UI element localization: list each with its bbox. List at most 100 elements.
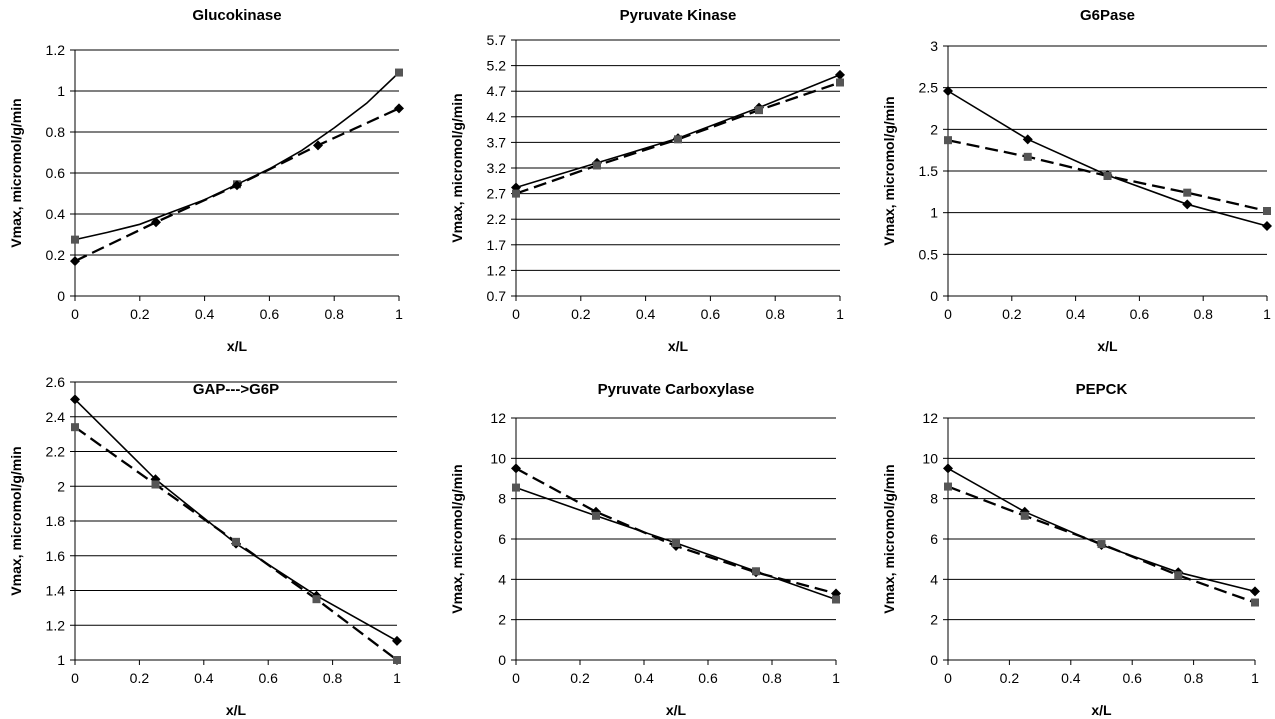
- data-point-square: [944, 482, 952, 491]
- x-axis-label: x/L: [1097, 338, 1118, 354]
- y-tick-label: 1: [57, 83, 65, 99]
- x-tick-label: 0.4: [634, 670, 654, 686]
- y-tick-label: 4.2: [487, 109, 507, 125]
- x-tick-label: 1: [836, 306, 844, 322]
- y-tick-label: 1: [930, 205, 938, 221]
- data-point-square: [752, 567, 760, 576]
- data-point-diamond: [394, 103, 404, 114]
- y-tick-label: 2: [930, 121, 938, 137]
- chart-title: Pyruvate Carboxylase: [598, 381, 755, 398]
- data-point-square: [1097, 540, 1106, 549]
- y-tick-label: 12: [922, 410, 938, 426]
- y-tick-label: 2.2: [46, 444, 66, 460]
- data-point-diamond: [151, 217, 161, 228]
- y-tick-label: 2.6: [46, 374, 66, 390]
- data-point-diamond: [313, 140, 323, 151]
- x-tick-label: 0.4: [194, 670, 214, 686]
- x-tick-label: 0.6: [260, 306, 280, 322]
- y-tick-label: 1.6: [46, 548, 66, 564]
- data-point-square: [512, 189, 520, 198]
- y-tick-label: 8: [930, 491, 938, 507]
- y-axis-label: Vmax, micromol/g/min: [8, 446, 24, 595]
- y-tick-label: 12: [490, 410, 506, 426]
- chart-panel: 0.7 1.2 1.7 2.2 2.7 3.2 3.7 4.2 4.7 5.2 5.7 0 0.2 0.4…: [449, 7, 845, 354]
- data-point-square: [593, 161, 601, 170]
- y-tick-label: 0.5: [919, 246, 939, 262]
- data-point-square: [393, 656, 401, 664]
- x-axis-label: x/L: [227, 338, 248, 354]
- x-tick-label: 0: [944, 670, 952, 686]
- y-tick-label: 0.4: [46, 206, 66, 222]
- series-line-dashed: [515, 81, 841, 195]
- y-tick-label: 0.2: [46, 247, 66, 263]
- data-point-diamond: [1182, 199, 1193, 210]
- y-tick-label: 10: [922, 450, 938, 466]
- data-point-square: [674, 135, 682, 144]
- chart-panel: 1 1.2 1.4 1.6 1.8 2 2.2 2.4 2.6 0 0.2 0.4 0.6 0.8 1 GAP…: [8, 374, 402, 718]
- data-point-diamond: [1019, 506, 1030, 517]
- data-point-square: [1183, 188, 1192, 197]
- series-line-solid: [74, 398, 398, 642]
- chart-title: PEPCK: [1076, 381, 1128, 398]
- data-point-square: [71, 423, 79, 432]
- x-tick-label: 0: [512, 306, 520, 322]
- y-axis-label: Vmax, micromol/g/min: [881, 96, 897, 245]
- series-line-solid: [947, 467, 1256, 593]
- x-tick-label: 0.6: [258, 670, 278, 686]
- y-tick-label: 5.2: [487, 58, 507, 74]
- y-tick-label: 2: [57, 478, 65, 494]
- series-line-solid: [947, 90, 1268, 227]
- data-point-diamond: [591, 506, 601, 517]
- x-tick-label: 0.2: [570, 670, 590, 686]
- x-tick-label: 0.2: [571, 306, 591, 322]
- data-point-square: [1251, 598, 1259, 607]
- data-point-square: [232, 537, 240, 546]
- x-tick-label: 0.8: [762, 670, 782, 686]
- data-point-square: [1103, 172, 1112, 180]
- y-tick-label: 2.5: [919, 80, 939, 96]
- y-tick-label: 1.2: [46, 617, 66, 633]
- x-tick-label: 1: [1263, 306, 1271, 322]
- y-tick-label: 2.4: [46, 409, 66, 425]
- y-tick-label: 4: [930, 571, 938, 587]
- data-point-diamond: [511, 463, 521, 474]
- y-tick-label: 2.2: [487, 211, 507, 227]
- x-tick-label: 0: [512, 670, 520, 686]
- y-tick-label: 1.8: [46, 513, 66, 529]
- y-tick-label: 10: [490, 450, 506, 466]
- data-point-square: [71, 235, 79, 244]
- x-tick-label: 0.8: [324, 306, 344, 322]
- x-tick-label: 1: [832, 670, 840, 686]
- chart-panel: 0 0.5 1 1.5 2 2.5 3 0 0.2 0.4 0.6 0.8 1 G6Pase x/L Vmax…: [881, 7, 1272, 354]
- x-tick-label: 0.4: [1061, 670, 1081, 686]
- x-axis-label: x/L: [226, 702, 247, 718]
- y-tick-label: 6: [930, 531, 938, 547]
- y-tick-label: 0.6: [46, 165, 66, 181]
- data-point-diamond: [943, 463, 953, 474]
- y-tick-label: 2: [498, 612, 506, 628]
- y-tick-label: 0: [498, 652, 506, 668]
- y-tick-label: 1.5: [919, 163, 939, 179]
- y-tick-label: 1: [57, 652, 65, 668]
- x-tick-label: 0.6: [1122, 670, 1142, 686]
- x-axis-label: x/L: [1091, 702, 1112, 718]
- x-tick-label: 0.2: [130, 670, 150, 686]
- y-tick-label: 8: [498, 491, 506, 507]
- y-axis-label: Vmax, micromol/g/min: [449, 93, 465, 242]
- data-point-square: [1023, 152, 1032, 161]
- y-tick-label: 1.4: [46, 583, 66, 599]
- x-tick-label: 0.4: [636, 306, 656, 322]
- y-tick-label: 0: [930, 652, 938, 668]
- series-line-solid: [515, 74, 841, 189]
- chart-panel: 0 2 4 6 8 10 12 0 0.2 0.4 0.6 0.8 1 PEPCK x/L Vmax, mic…: [881, 381, 1260, 718]
- chart-title: Pyruvate Kinase: [620, 7, 737, 24]
- x-tick-label: 0.6: [701, 306, 721, 322]
- y-tick-label: 0: [57, 288, 65, 304]
- data-point-diamond: [70, 394, 80, 405]
- data-point-diamond: [392, 635, 402, 646]
- y-tick-label: 0: [930, 288, 938, 304]
- x-tick-label: 0.2: [1000, 670, 1020, 686]
- data-point-diamond: [943, 86, 953, 96]
- y-tick-label: 3.2: [487, 160, 507, 176]
- data-point-diamond: [70, 256, 80, 267]
